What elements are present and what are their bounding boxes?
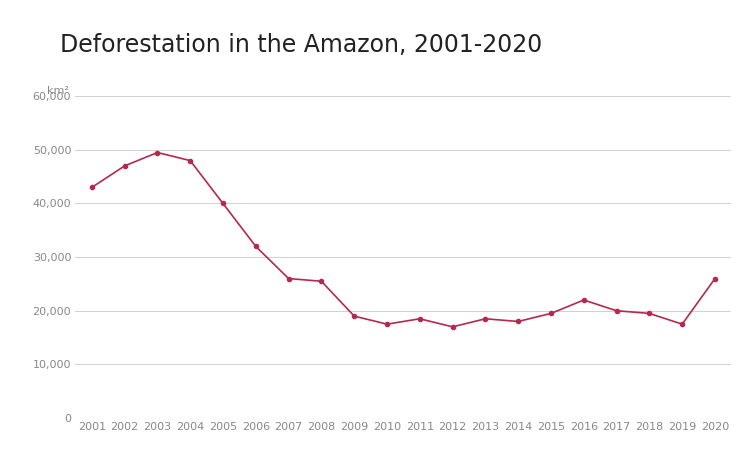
Text: Deforestation in the Amazon, 2001-2020: Deforestation in the Amazon, 2001-2020 — [60, 33, 543, 57]
Text: km²: km² — [47, 86, 69, 95]
